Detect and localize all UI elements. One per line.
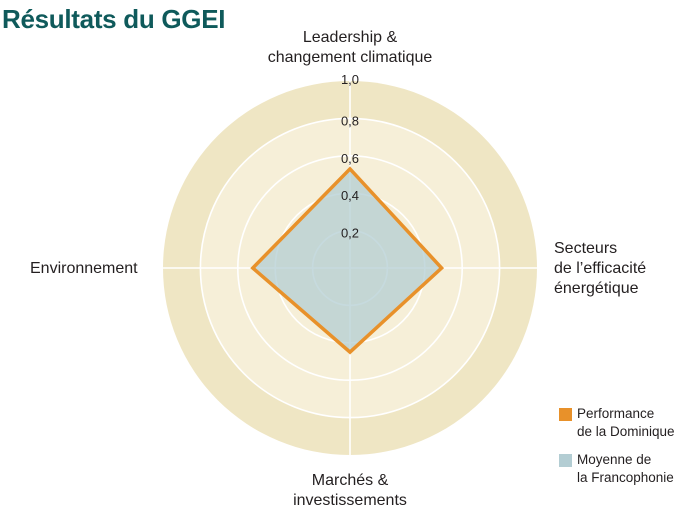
svg-text:0,4: 0,4 — [341, 188, 359, 203]
axis-label-marches: Marchés & investissements — [293, 472, 407, 509]
dominique-outline — [250, 166, 445, 355]
legend: Performance de la Dominique Moyenne de l… — [559, 405, 675, 497]
axis-label-leadership: Leadership & changement climatique — [267, 29, 433, 66]
svg-text:0,6: 0,6 — [341, 151, 359, 166]
legend-item-francophonie: Moyenne de la Francophonie — [559, 451, 675, 487]
svg-text:1,0: 1,0 — [341, 72, 359, 87]
legend-item-dominique: Performance de la Dominique — [559, 405, 675, 441]
legend-swatch-blue — [559, 454, 572, 467]
axis-label-efficacite: Secteurs de l’efficacité énergétique — [554, 240, 647, 297]
axis-label-environnement: Environnement — [30, 260, 138, 277]
chart-title: Résultats du GGEI — [2, 4, 226, 34]
legend-swatch-orange — [559, 408, 572, 421]
svg-text:0,8: 0,8 — [341, 113, 359, 128]
svg-text:0,2: 0,2 — [341, 226, 359, 241]
radial-tick-labels: 0,2 0,4 0,6 0,8 1,0 — [341, 72, 359, 241]
